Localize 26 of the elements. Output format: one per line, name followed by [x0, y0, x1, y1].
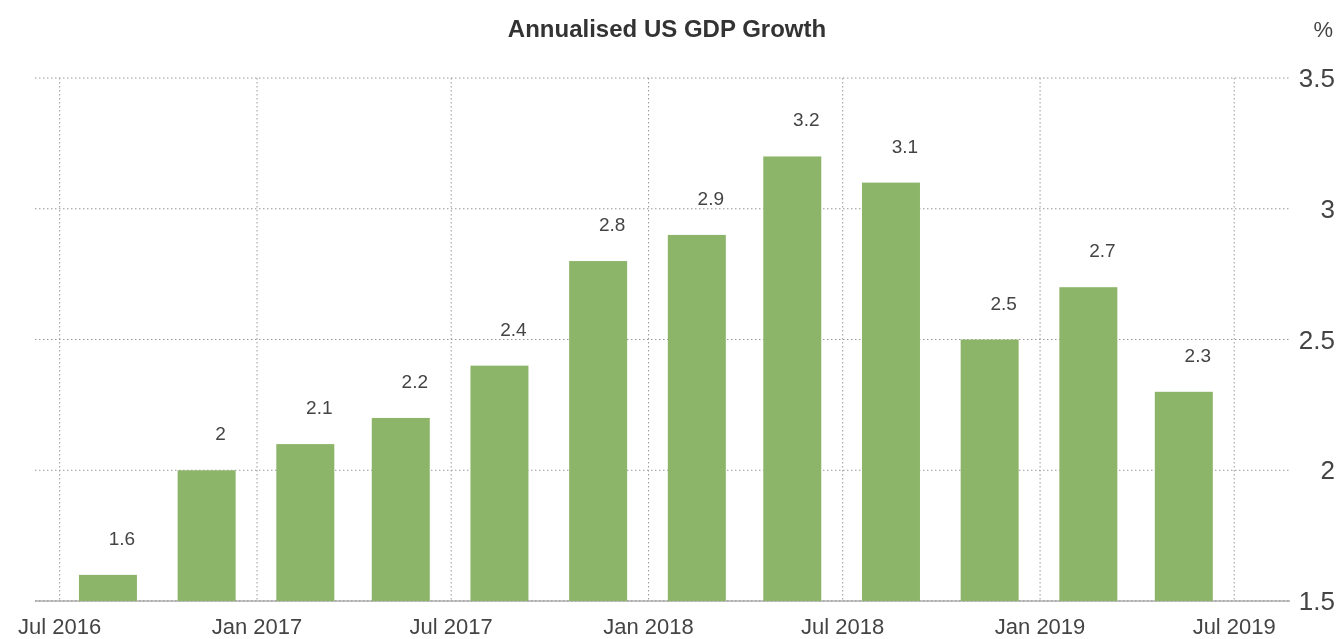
- data-label: 2.2: [401, 370, 428, 392]
- data-label: 2.9: [697, 187, 725, 209]
- x-tick-label: Jan 2018: [603, 614, 694, 639]
- x-tick-label: Jan 2019: [994, 614, 1086, 639]
- data-label: 2.1: [306, 397, 333, 419]
- data-label: 2: [215, 423, 226, 445]
- data-label: 2.3: [1184, 344, 1212, 366]
- data-label: 2.4: [500, 318, 528, 340]
- y-axis-title: %: [1313, 17, 1333, 42]
- data-label: 3.1: [891, 135, 919, 157]
- x-tick-label: Jul 2017: [409, 614, 493, 639]
- data-label: 3.2: [793, 109, 820, 131]
- x-tick-label: Jul 2018: [801, 614, 885, 639]
- data-label: 2.8: [598, 214, 626, 236]
- chart-title: Annualised US GDP Growth: [507, 15, 827, 42]
- data-label: 2.5: [990, 292, 1017, 314]
- y-tick-label: 2: [1320, 455, 1335, 486]
- data-label: 1.6: [108, 527, 136, 549]
- y-tick-label: 1.5: [1298, 586, 1335, 616]
- y-tick-label: 3: [1320, 193, 1335, 224]
- x-tick-label: Jul 2016: [18, 614, 102, 639]
- y-tick-label: 2.5: [1298, 324, 1335, 355]
- x-tick-label: Jul 2019: [1192, 614, 1276, 639]
- data-label: 2.7: [1089, 240, 1116, 262]
- x-tick-label: Jan 2017: [211, 614, 303, 639]
- y-tick-label: 3.5: [1298, 63, 1335, 93]
